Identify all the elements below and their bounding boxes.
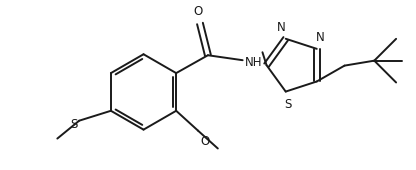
- Text: O: O: [200, 135, 209, 148]
- Text: NH: NH: [245, 56, 262, 69]
- Text: N: N: [316, 31, 325, 44]
- Text: S: S: [70, 118, 77, 131]
- Text: S: S: [284, 98, 291, 111]
- Text: N: N: [277, 21, 286, 34]
- Text: O: O: [193, 5, 203, 18]
